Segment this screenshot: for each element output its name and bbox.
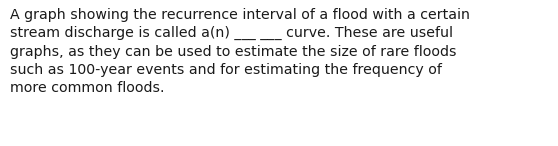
Text: A graph showing the recurrence interval of a flood with a certain
stream dischar: A graph showing the recurrence interval … [10, 8, 470, 95]
